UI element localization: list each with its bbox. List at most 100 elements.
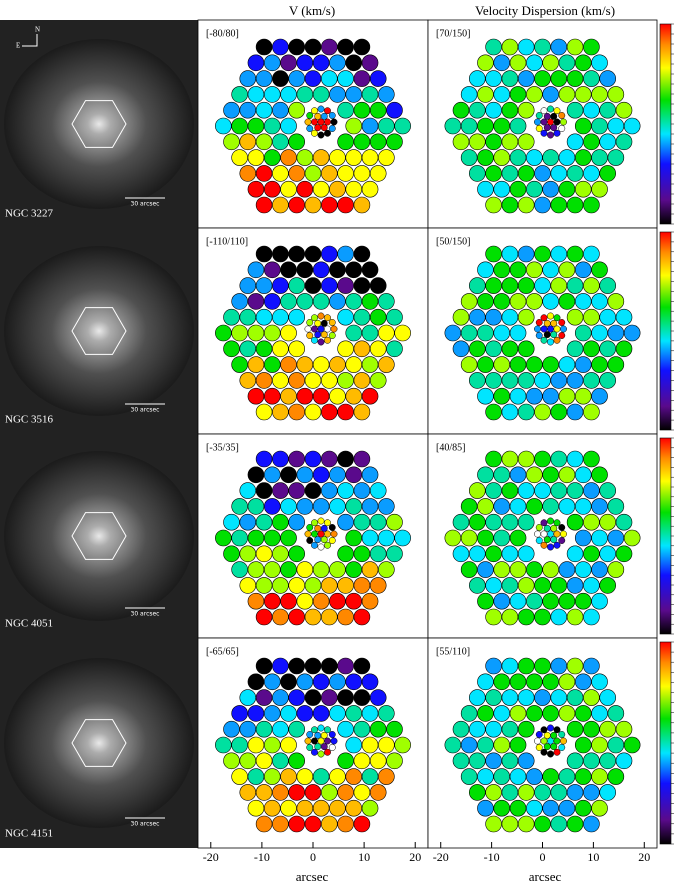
fiber (566, 689, 584, 706)
fiber (526, 293, 543, 310)
fiber (468, 482, 486, 499)
fiber (558, 466, 576, 484)
fiber (550, 196, 568, 214)
small-fiber (535, 112, 543, 119)
fiber (320, 450, 338, 468)
small-fiber (534, 737, 541, 745)
small-fiber (543, 331, 551, 339)
fiber (320, 482, 338, 499)
fiber (550, 372, 568, 389)
fiber (574, 466, 592, 484)
galaxy-name: NGC 3227 (5, 208, 53, 220)
fiber (517, 545, 535, 563)
fiber (361, 673, 379, 691)
fiber (517, 340, 535, 358)
fiber (223, 545, 240, 563)
fiber (509, 293, 527, 310)
small-fiber (540, 737, 548, 745)
fiber (615, 545, 633, 563)
colorbar (659, 437, 672, 635)
fiber (558, 705, 576, 722)
fiber (296, 799, 314, 817)
fiber (566, 815, 584, 833)
fiber (485, 133, 502, 151)
small-fiber (317, 338, 325, 346)
fiber (337, 133, 354, 151)
fiber (272, 165, 289, 182)
fiber (337, 403, 354, 421)
galaxy-glow (4, 39, 194, 209)
fiber (369, 165, 387, 182)
fiber (517, 165, 535, 182)
fiber (574, 356, 592, 373)
small-fiber (324, 541, 331, 549)
small-fiber (317, 530, 325, 538)
x-axis-label: arcsec (296, 869, 329, 884)
fiber (378, 293, 395, 310)
fiber (460, 498, 478, 515)
fiber (493, 768, 511, 785)
small-fiber (553, 118, 561, 126)
small-fiber (324, 336, 331, 344)
fiber (223, 340, 240, 358)
fiber (615, 340, 633, 358)
small-fiber (540, 336, 548, 344)
fiber (312, 768, 330, 785)
fiber (574, 498, 592, 515)
fiber (558, 54, 576, 72)
fiber (361, 54, 379, 72)
fiber (534, 689, 551, 706)
fiber (345, 387, 363, 405)
fiber (517, 403, 535, 421)
fiber (460, 529, 478, 547)
fiber (534, 815, 551, 833)
fiber (550, 70, 568, 87)
fiber (255, 720, 273, 738)
fiber (263, 561, 281, 578)
fiber (477, 592, 494, 610)
fiber (517, 277, 535, 294)
fiber (452, 720, 470, 738)
small-fiber (317, 724, 325, 732)
small-fiber (547, 131, 554, 139)
small-fiber (324, 314, 331, 322)
fiber (607, 768, 625, 785)
fiber (509, 592, 527, 610)
fiber (493, 673, 511, 691)
fiber (501, 513, 519, 531)
ifu-footprint (71, 512, 127, 560)
fiber (353, 450, 371, 468)
fiber (263, 293, 281, 310)
fiber (583, 450, 600, 468)
galaxy-glow (4, 451, 194, 621)
fiber (272, 133, 289, 151)
small-fiber (560, 118, 567, 126)
fiber (263, 673, 281, 691)
fiber (574, 705, 592, 722)
fiber (272, 689, 289, 706)
fiber (255, 577, 273, 594)
fiber (477, 180, 494, 198)
small-fiber (317, 312, 325, 320)
fiber (239, 720, 257, 738)
fiber (526, 561, 543, 578)
small-fiber (311, 336, 318, 344)
fiber (460, 117, 478, 135)
colorbar (659, 641, 672, 845)
fiber (329, 561, 346, 578)
fiber (517, 608, 535, 626)
fiber (583, 752, 600, 770)
fiber (329, 387, 346, 405)
small-fiber (550, 524, 558, 532)
fiber (272, 70, 289, 87)
fiber (468, 752, 486, 770)
fiber (599, 101, 617, 119)
fiber (337, 450, 354, 468)
fiber (517, 689, 535, 706)
fiber (247, 529, 265, 547)
range-label: [-110/110] (206, 236, 248, 247)
fiber (231, 768, 248, 785)
fiber (493, 561, 511, 578)
fiber (255, 38, 273, 56)
fiber (353, 403, 371, 421)
